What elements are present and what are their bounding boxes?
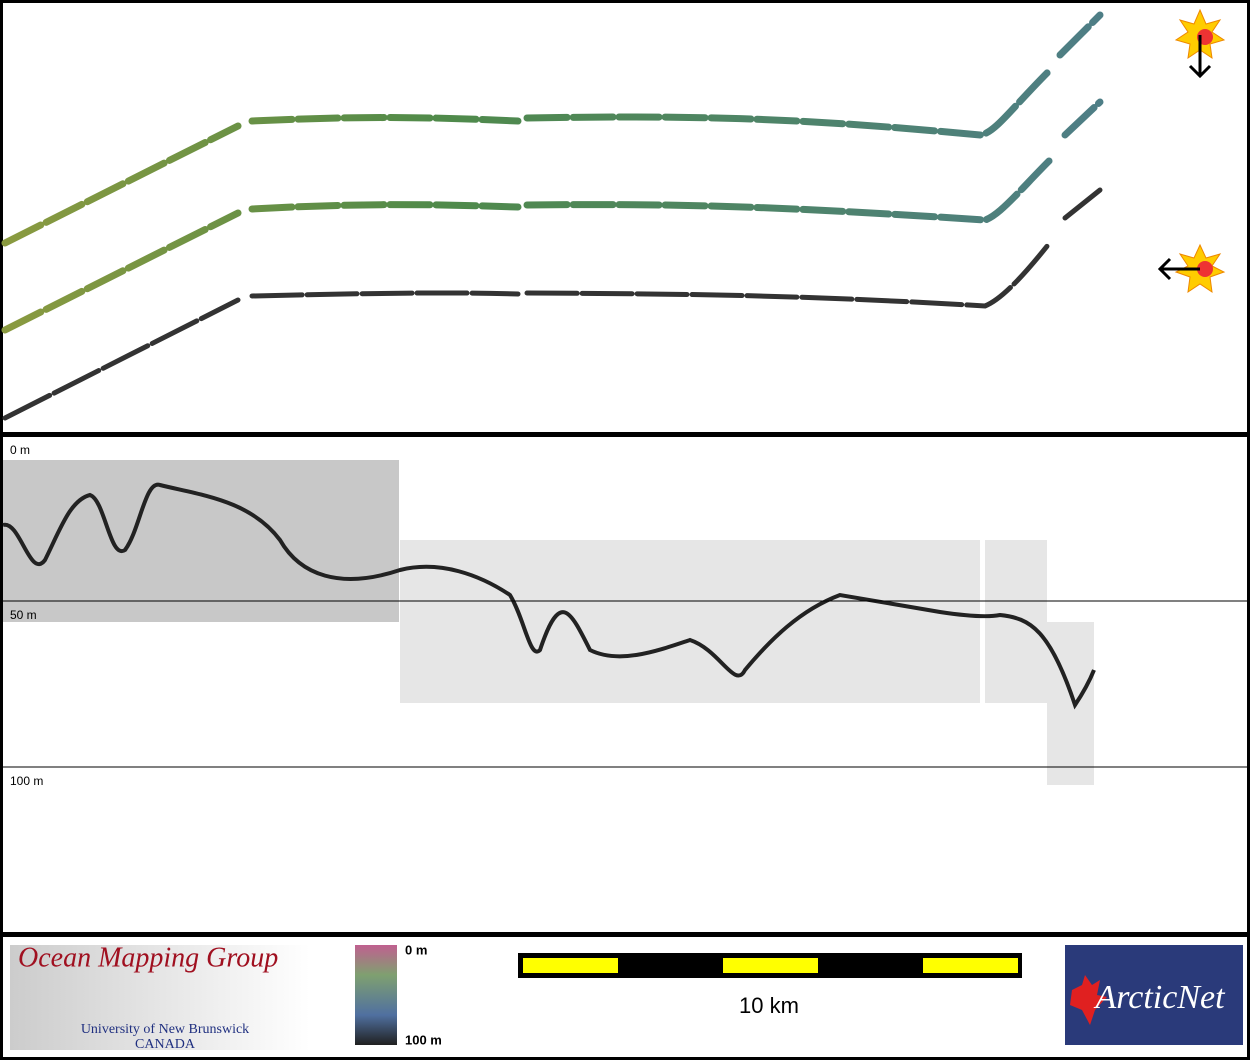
- map-panel: [3, 3, 1247, 432]
- scale-bar: [518, 953, 1022, 978]
- depth-label: 100 m: [10, 774, 43, 788]
- logo-title: ArcticNet: [1093, 979, 1226, 1016]
- logo-text: CANADA: [135, 1037, 196, 1052]
- sonar-sections: [3, 460, 1094, 785]
- depth-label: 0 m: [10, 443, 30, 457]
- survey-lines: [1, 11, 1104, 421]
- logo-text: University of New Brunswick: [81, 1022, 249, 1037]
- arcticnet-logo: ArcticNet: [1065, 945, 1243, 1045]
- scale-label: 10 km: [739, 993, 799, 1018]
- color-bar: [355, 945, 397, 1045]
- color-bar-label: 100 m: [405, 1032, 442, 1047]
- sun-icon: [1157, 243, 1226, 294]
- color-bar-label: 0 m: [405, 942, 427, 957]
- logo-title: Ocean Mapping Group: [18, 942, 278, 973]
- omg-logo: Ocean Mapping Group University of New Br…: [10, 942, 310, 1052]
- sun-icon: [1174, 8, 1226, 79]
- depth-label: 50 m: [10, 608, 37, 622]
- seabed-trace: [2, 482, 1096, 710]
